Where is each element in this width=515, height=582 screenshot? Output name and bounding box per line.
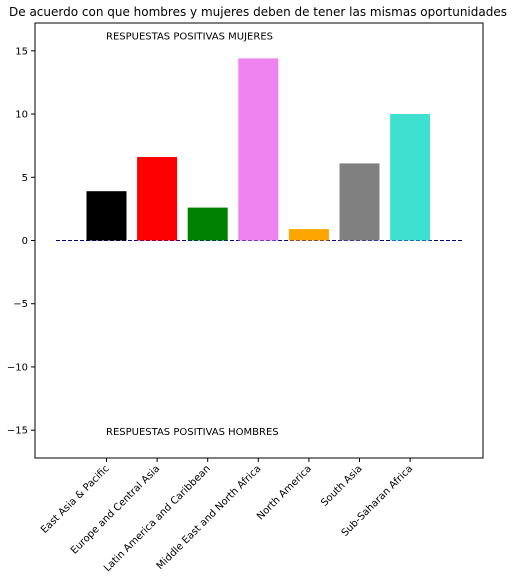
bar-5 (339, 163, 380, 241)
y-tick-label: 15 (15, 46, 28, 57)
annotation-mujeres: RESPUESTAS POSITIVAS MUJERES (106, 31, 273, 42)
bar-1 (137, 157, 178, 241)
bar-4 (288, 229, 329, 241)
y-tick-label: 0 (22, 236, 28, 247)
plot-area: 15 10 5 0 −5 −10 −15 East Asia & PacificEurope… (7, 22, 484, 574)
y-axis: 15 10 5 0 −5 −10 −15 (7, 46, 35, 437)
bar-0 (86, 191, 127, 241)
bars-group (86, 58, 431, 241)
x-tick-label: Latin America and Caribbean (102, 463, 213, 574)
y-tick-label: 5 (22, 173, 28, 184)
y-tick-label: −5 (13, 299, 28, 310)
y-tick-label: −15 (7, 426, 28, 437)
annotation-hombres: RESPUESTAS POSITIVAS HOMBRES (106, 427, 279, 438)
bar-2 (187, 207, 228, 241)
y-tick-label: 10 (15, 110, 28, 121)
x-tick-label: South Asia (319, 463, 364, 508)
y-tick-label: −10 (7, 362, 28, 373)
x-tick-label: North America (255, 463, 314, 522)
x-tick-label: Middle East and North Africa (155, 463, 264, 572)
bar-3 (238, 58, 279, 241)
x-tick-label: Europe and Central Asia (69, 463, 162, 556)
bar-6 (390, 114, 431, 241)
chart-title: De acuerdo con que hombres y mujeres deb… (9, 5, 507, 19)
